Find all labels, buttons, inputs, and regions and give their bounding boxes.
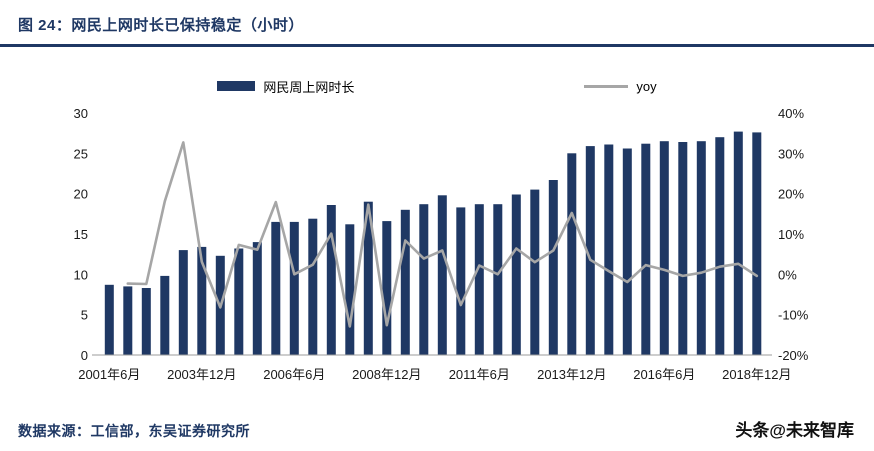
x-axis-tick: 2011年6月 [449,367,510,382]
bar [326,205,336,355]
bar [511,194,521,355]
x-axis-tick: 2008年12月 [352,367,421,382]
x-axis-tick: 2013年12月 [537,367,606,382]
x-axis-tick: 2006年6月 [263,367,325,382]
left-axis-tick: 25 [74,146,88,161]
bar [641,143,651,355]
bar [493,204,503,355]
right-axis-tick: 0% [778,267,797,282]
left-axis-tick: 0 [81,348,88,363]
left-axis-tick: 10 [74,267,88,282]
bar [160,275,170,355]
chart-legend: 网民周上网时长 yoy [0,77,874,95]
bar [400,209,410,355]
bar [252,242,262,355]
figure-title: 图 24：网民上网时长已保持稳定（小时） [18,17,304,34]
bar [197,246,207,355]
bar [308,218,318,355]
bar [567,153,577,355]
bar [271,221,281,355]
right-axis-tick: 10% [778,227,804,242]
bar [363,201,373,355]
bar [622,148,632,355]
left-axis-tick: 15 [74,227,88,242]
bar [696,141,706,355]
bar [437,195,447,355]
chart-canvas: 0 5 10 15 20 25 30 -20% -10% 0% 10% 20% 30% 40% 2001年6… [74,106,809,382]
left-axis-tick: 30 [74,106,88,121]
bar [234,248,244,355]
left-axis-tick: 20 [74,187,88,202]
x-axis-tick: 2003年12月 [167,367,236,382]
bar [530,189,540,355]
right-axis-tick: 40% [778,106,804,121]
bar [604,144,614,355]
figure-footer: 数据来源：工信部，东吴证券研究所 头条@未来智库 [0,416,874,441]
bar [178,250,188,355]
x-axis-tick: 2016年6月 [633,367,695,382]
watermark: 头条@未来智库 [735,421,854,440]
line-series-label: yoy [636,78,657,94]
right-axis-tick: -20% [778,348,809,363]
header-rule [0,44,874,47]
bar [345,224,355,355]
bar [141,288,151,355]
right-axis-tick: -10% [778,308,809,323]
data-source: 数据来源：工信部，东吴证券研究所 [18,423,250,439]
bar [678,142,688,355]
bar [456,207,466,355]
left-axis-tick: 5 [81,308,88,323]
figure-header: 图 24：网民上网时长已保持稳定（小时） [0,0,874,47]
bar [104,284,114,355]
bar [474,204,484,355]
bar [382,221,392,355]
bar-series-label: 网民周上网时长 [263,79,355,95]
bar [752,132,762,355]
bar [123,286,133,355]
combo-chart: 0 5 10 15 20 25 30 -20% -10% 0% 10% 20% 30% 40% 2001年6… [0,99,874,406]
bar [715,137,725,355]
bar [548,180,558,355]
bar-series-swatch [217,81,256,91]
bar [733,131,743,355]
bar [659,141,669,355]
legend-item-bar-series: 网民周上网时长 [217,77,354,96]
right-axis-tick: 30% [778,146,804,161]
right-axis-tick: 20% [778,187,804,202]
x-axis-tick: 2018年12月 [722,367,791,382]
legend-item-line-series: yoy [584,78,657,94]
bar [419,204,429,355]
x-axis-tick: 2001年6月 [78,367,140,382]
yoy-line [126,141,759,328]
line-series-swatch [584,84,629,88]
bar [289,221,299,355]
bar [585,146,595,355]
